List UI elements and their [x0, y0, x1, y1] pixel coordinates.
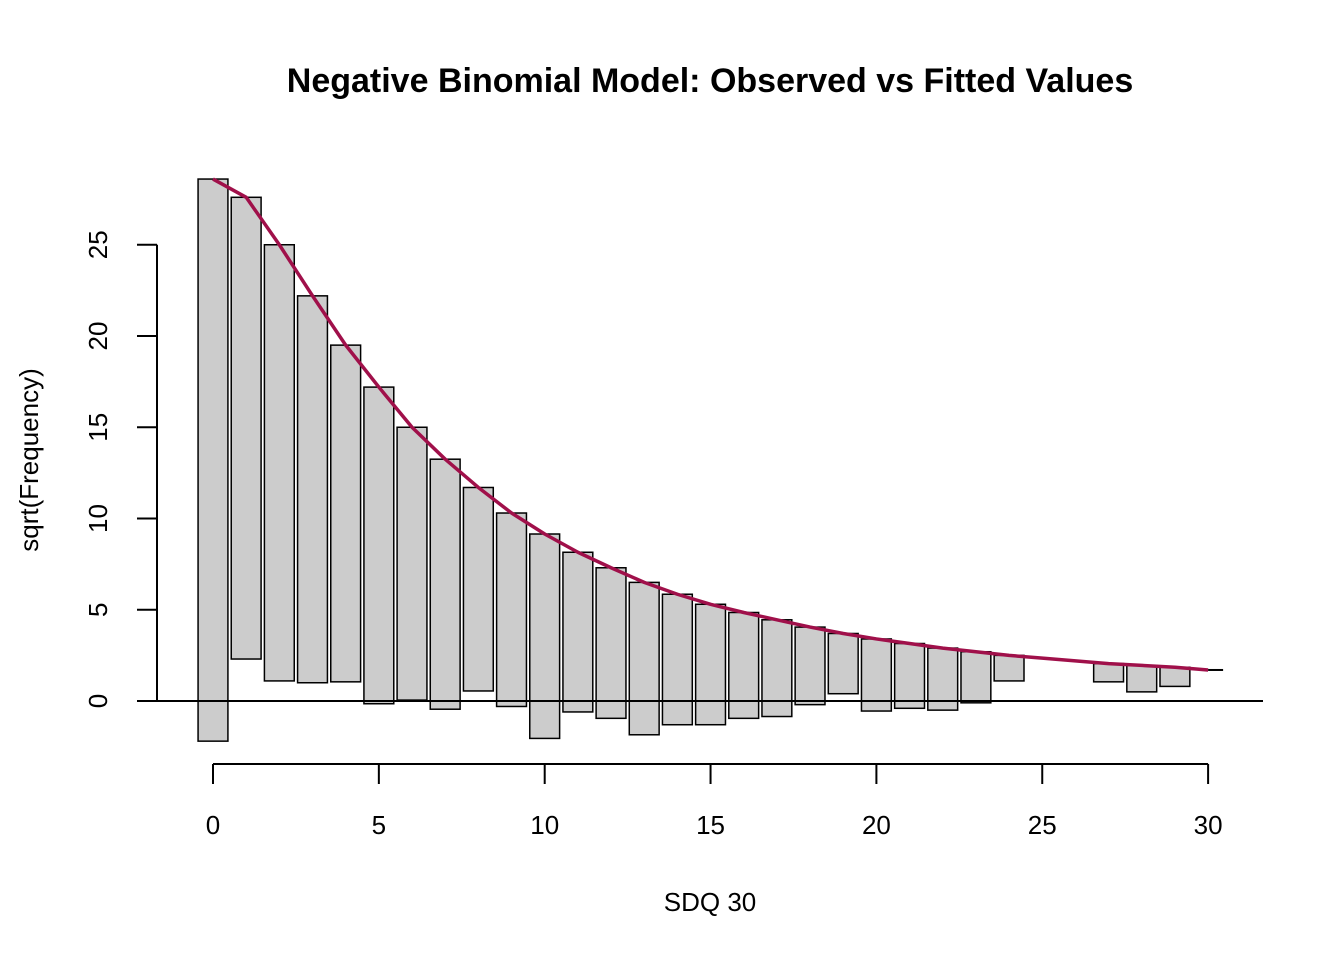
y-tick-label: 25 [83, 230, 113, 259]
bar-x2 [263, 244, 296, 682]
bar-x29 [1159, 666, 1191, 688]
y-tick-label: 10 [83, 504, 113, 533]
bar-x24 [993, 654, 1025, 682]
bar-x0 [197, 178, 229, 742]
x-tick-label: 15 [696, 810, 725, 840]
bar-x1 [230, 196, 262, 660]
y-tick-label: 15 [83, 413, 113, 442]
bar-x4 [330, 344, 362, 683]
bar-x14 [661, 593, 694, 726]
x-tick-label: 0 [206, 810, 220, 840]
chart-title: Negative Binomial Model: Observed vs Fit… [287, 62, 1133, 100]
bar-x11 [562, 551, 594, 713]
x-tick-label: 10 [530, 810, 559, 840]
bar-x7 [429, 458, 461, 710]
bar-x17 [761, 619, 793, 718]
x-axis: 0 5 10 15 20 25 30 [206, 763, 1223, 840]
bar-x12 [595, 567, 627, 720]
bar-x23 [960, 650, 992, 704]
x-tick-label: 20 [862, 810, 891, 840]
bar-x28 [1126, 664, 1158, 693]
bar-x15 [694, 603, 727, 726]
bar-x16 [728, 611, 760, 720]
x-tick-label: 5 [372, 810, 386, 840]
bar-x9 [495, 512, 528, 708]
x-tick-label: 25 [1028, 810, 1057, 840]
bar-x13 [628, 581, 660, 736]
bar-x3 [296, 295, 329, 684]
bar-x6 [396, 426, 428, 701]
bar-x5 [363, 386, 395, 705]
y-tick-label: 20 [83, 322, 113, 351]
bar-x19 [827, 632, 859, 695]
x-tick-label: 30 [1194, 810, 1223, 840]
bar-x10 [529, 533, 561, 740]
bar-x8 [462, 486, 495, 692]
x-axis-label: SDQ 30 [664, 887, 757, 917]
bar-x18 [794, 626, 826, 706]
y-tick-label: 0 [83, 694, 113, 708]
y-tick-label: 5 [83, 603, 113, 617]
fitted-values-line [212, 177, 1209, 672]
y-axis: 0 5 10 15 20 25 [83, 230, 158, 708]
bar-x21 [893, 642, 926, 710]
y-axis-label: sqrt(Frequency) [14, 368, 44, 552]
bar-x27 [1092, 662, 1125, 683]
